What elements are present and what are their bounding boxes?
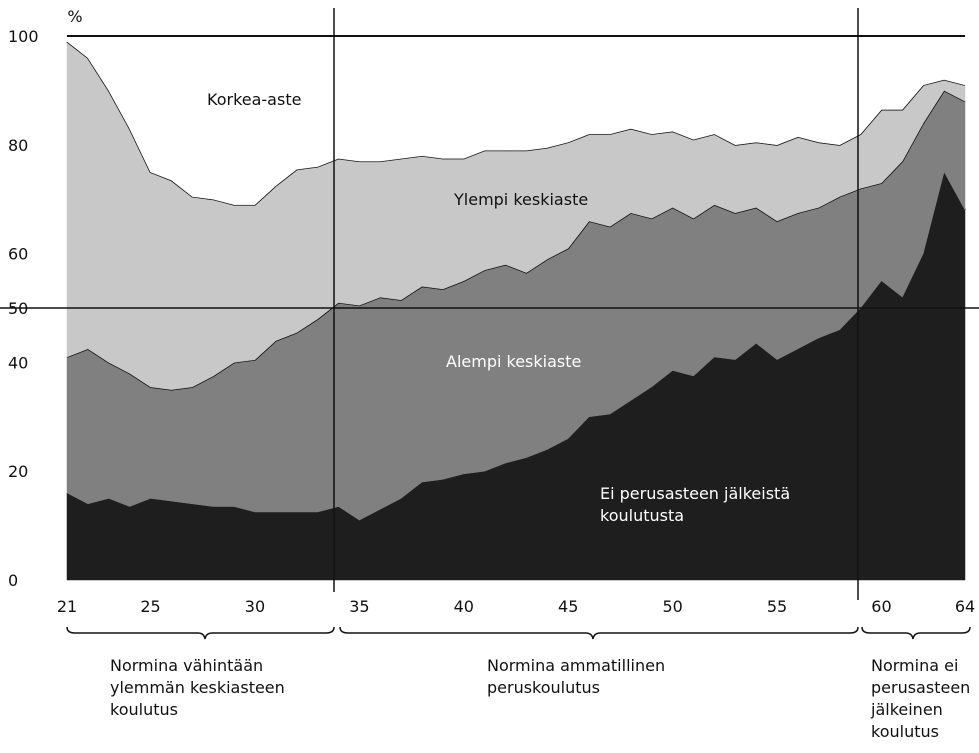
frame (66, 8, 971, 640)
bracket (66, 626, 335, 640)
y-tick-label: 0 (8, 571, 18, 590)
x-tick-label: 21 (57, 597, 77, 616)
x-tick-label: 60 (871, 597, 891, 616)
y-tick-label: 60 (8, 245, 28, 264)
y-tick-label: 80 (8, 136, 28, 155)
bracket (339, 626, 859, 640)
annotation: Normina ammatillinen peruskoulutus (487, 656, 666, 697)
x-tick-label: 30 (245, 597, 265, 616)
areas (66, 35, 966, 581)
x-tick-label: 64 (955, 597, 975, 616)
y-tick-label: 40 (8, 353, 28, 372)
x-tick-label: 25 (140, 597, 160, 616)
x-tick-label: 55 (767, 597, 787, 616)
x-tick-label: 35 (349, 597, 369, 616)
y-tick-label: 100 (8, 27, 39, 46)
y-tick-label: 20 (8, 462, 28, 481)
bracket (861, 626, 971, 640)
x-tick-label: 50 (662, 597, 682, 616)
y-axis-label: % (67, 7, 82, 26)
x-tick-label: 40 (454, 597, 474, 616)
series-label: Korkea-aste (207, 90, 302, 109)
series-label: Ei perusasteen jälkeistä koulutusta (600, 484, 791, 525)
annotation: Normina ei perusasteen jälkeinen koulutu… (871, 656, 971, 741)
annotation: Normina vähintään ylemmän keskiasteen ko… (110, 656, 285, 719)
series-label: Ylempi keskiaste (454, 190, 589, 209)
x-tick-label: 45 (558, 597, 578, 616)
series-label: Alempi keskiaste (446, 352, 582, 371)
